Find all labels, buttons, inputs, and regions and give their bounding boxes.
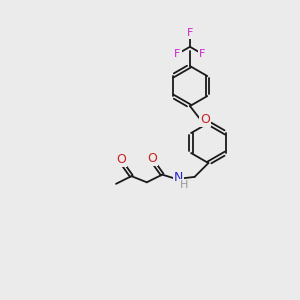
- Text: F: F: [174, 50, 181, 59]
- Text: O: O: [200, 113, 210, 126]
- Text: F: F: [199, 50, 206, 59]
- Text: O: O: [116, 154, 126, 166]
- Text: O: O: [147, 152, 157, 165]
- Text: F: F: [187, 28, 193, 38]
- Text: H: H: [180, 180, 189, 190]
- Text: N: N: [174, 171, 183, 184]
